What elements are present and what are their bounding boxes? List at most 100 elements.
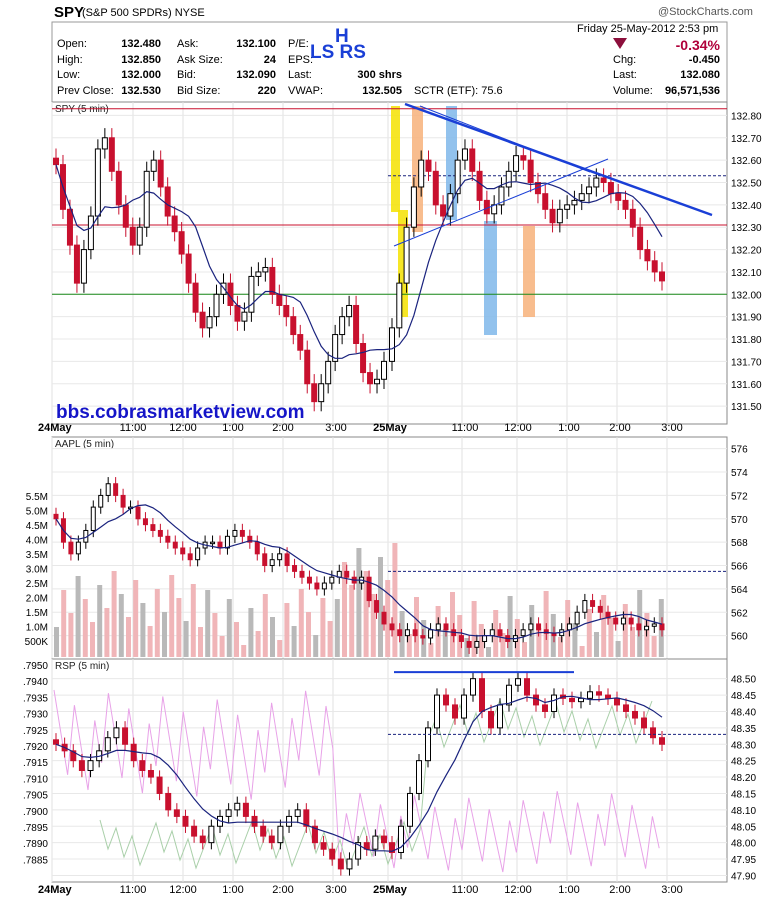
y-tick-label: 48.25	[731, 757, 756, 768]
candle-body	[208, 825, 215, 844]
x-tick-label: 12:00	[504, 422, 532, 434]
volume-bar	[414, 597, 419, 657]
x-tick-label: 25May	[373, 884, 408, 896]
site-watermark: bbs.cobrasmarketview.com	[56, 402, 305, 423]
candle-body	[659, 623, 665, 631]
candle-body	[53, 157, 59, 166]
candle-body	[239, 529, 245, 537]
candle-body	[299, 570, 305, 578]
panel-frame	[51, 101, 728, 425]
candle-body	[542, 193, 549, 210]
candle-body	[605, 694, 611, 699]
volume-tick-label: 3.5M	[26, 550, 48, 561]
volume-bar	[140, 603, 146, 657]
candle-body	[396, 282, 403, 329]
y-tick-label: 568	[731, 538, 748, 549]
candle-body	[332, 334, 339, 362]
volume-tick-label: 500K	[25, 637, 49, 648]
candle-body	[355, 842, 362, 860]
candle-body	[346, 858, 353, 870]
y-tick-label: 48.50	[731, 675, 756, 686]
panel-title: SPY (5 min)	[55, 104, 109, 115]
candle-body	[53, 513, 59, 520]
y-tick-label-left: .7900	[23, 807, 48, 818]
x-tick-label: 2:00	[609, 422, 630, 434]
candle-body	[574, 611, 580, 625]
quote-label: VWAP:	[288, 84, 324, 97]
moving-average-line	[55, 695, 663, 852]
volume-bar	[320, 598, 326, 657]
y-tick-label: 572	[731, 491, 748, 502]
moving-average-line	[55, 164, 663, 359]
volume-bar	[579, 646, 585, 657]
x-tick-label: 24May	[38, 422, 73, 434]
candle-body	[248, 275, 255, 313]
y-tick-label-left: .7890	[23, 839, 48, 850]
candle-body	[607, 182, 614, 195]
candle-body	[165, 535, 171, 543]
candle-body	[269, 559, 275, 567]
volume-bar	[54, 627, 59, 657]
candle-body	[78, 760, 85, 771]
volume-bar	[493, 610, 499, 657]
candle-body	[101, 137, 108, 150]
candle-body	[260, 825, 267, 837]
quote-value: 132.480	[121, 38, 161, 50]
volume-bar	[306, 612, 311, 657]
candle-body	[122, 727, 129, 745]
volume-bar	[334, 599, 340, 657]
volume-bar	[162, 612, 167, 657]
x-tick-label: 12:00	[169, 422, 197, 434]
annotation-ls-rs: LS RS	[310, 42, 366, 63]
highlight-bar	[391, 106, 400, 212]
candle-body	[651, 623, 657, 627]
quote-value: 24	[263, 53, 276, 66]
candle-body	[241, 311, 248, 322]
quote-label: Last:	[288, 69, 312, 81]
candle-body	[303, 809, 310, 827]
candle-body	[66, 208, 73, 246]
candle-body	[136, 226, 143, 246]
candle-body	[412, 629, 418, 637]
candle-body	[113, 483, 119, 496]
volume-tick-label: 4.5M	[26, 521, 48, 532]
candle-body	[466, 640, 472, 648]
y-tick-label-left: .7920	[23, 742, 48, 753]
candle-body	[425, 727, 431, 762]
candle-body	[157, 159, 164, 188]
y-tick-label: 48.40	[731, 707, 756, 718]
candle-body	[600, 177, 607, 183]
candle-body	[497, 629, 503, 637]
candle-body	[314, 582, 320, 590]
quote-label: Ask:	[177, 38, 199, 50]
volume-bar	[262, 594, 268, 657]
candle-body	[311, 383, 318, 403]
candle-body	[637, 226, 644, 251]
x-tick-label: 1:00	[558, 422, 579, 434]
quote-value: 132.100	[236, 38, 276, 50]
candle-body	[623, 704, 629, 712]
volume-bar	[529, 605, 535, 657]
y-tick-label: 132.80	[731, 111, 762, 122]
x-tick-label: 11:00	[452, 884, 479, 896]
candle-body	[629, 208, 636, 228]
y-tick-label: 131.70	[731, 357, 762, 368]
volume-bar	[356, 548, 362, 657]
candle-body	[398, 825, 404, 853]
candle-body	[150, 159, 157, 172]
candle-body	[262, 553, 268, 567]
y-tick-label-left: .7885	[23, 855, 48, 866]
candle-body	[185, 253, 192, 284]
volume-bar	[442, 629, 448, 657]
candle-body	[210, 541, 216, 545]
y-tick-label: 131.50	[731, 402, 762, 413]
candle-body	[139, 760, 146, 771]
x-tick-label: 3:00	[661, 884, 682, 896]
symbol-description: (S&P 500 SPDRs) NYSE	[82, 7, 205, 19]
y-tick-label: 132.50	[731, 179, 762, 190]
volume-bar	[118, 594, 124, 657]
volume-bar	[126, 617, 131, 657]
quote-label: Volume:	[613, 84, 653, 97]
volume-bar	[608, 618, 614, 657]
